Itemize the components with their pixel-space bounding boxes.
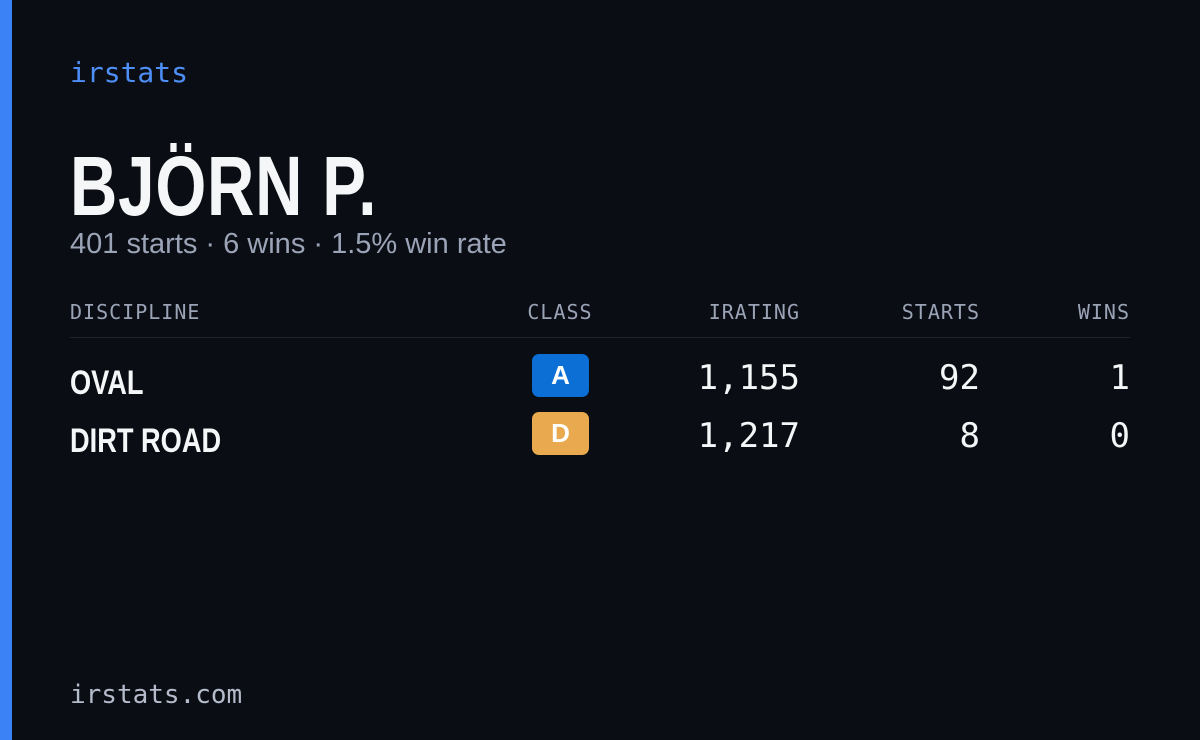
starts: 92 — [939, 358, 980, 398]
wins: 0 — [1109, 416, 1130, 456]
wins: 1 — [1109, 358, 1130, 398]
class-badge: D — [532, 412, 589, 455]
irating: 1,155 — [697, 358, 800, 398]
brand: irstats — [70, 56, 189, 89]
irating: 1,217 — [697, 416, 800, 456]
column-header: IRATING — [708, 300, 800, 324]
discipline: DIRT ROAD — [70, 422, 222, 460]
column-header: DISCIPLINE — [70, 300, 201, 324]
column-header: STARTS — [901, 300, 980, 324]
class-badge: A — [532, 354, 589, 397]
header-divider — [70, 337, 1130, 338]
column-header: WINS — [1077, 300, 1130, 324]
column-header: CLASS — [527, 300, 593, 324]
player-name: BJÖRN P. — [70, 139, 378, 233]
player-summary: 401 starts · 6 wins · 1.5% win rate — [70, 228, 507, 260]
discipline: OVAL — [70, 364, 144, 402]
footer-url: irstats.com — [70, 680, 243, 710]
starts: 8 — [959, 416, 980, 456]
accent-bar — [0, 0, 12, 740]
